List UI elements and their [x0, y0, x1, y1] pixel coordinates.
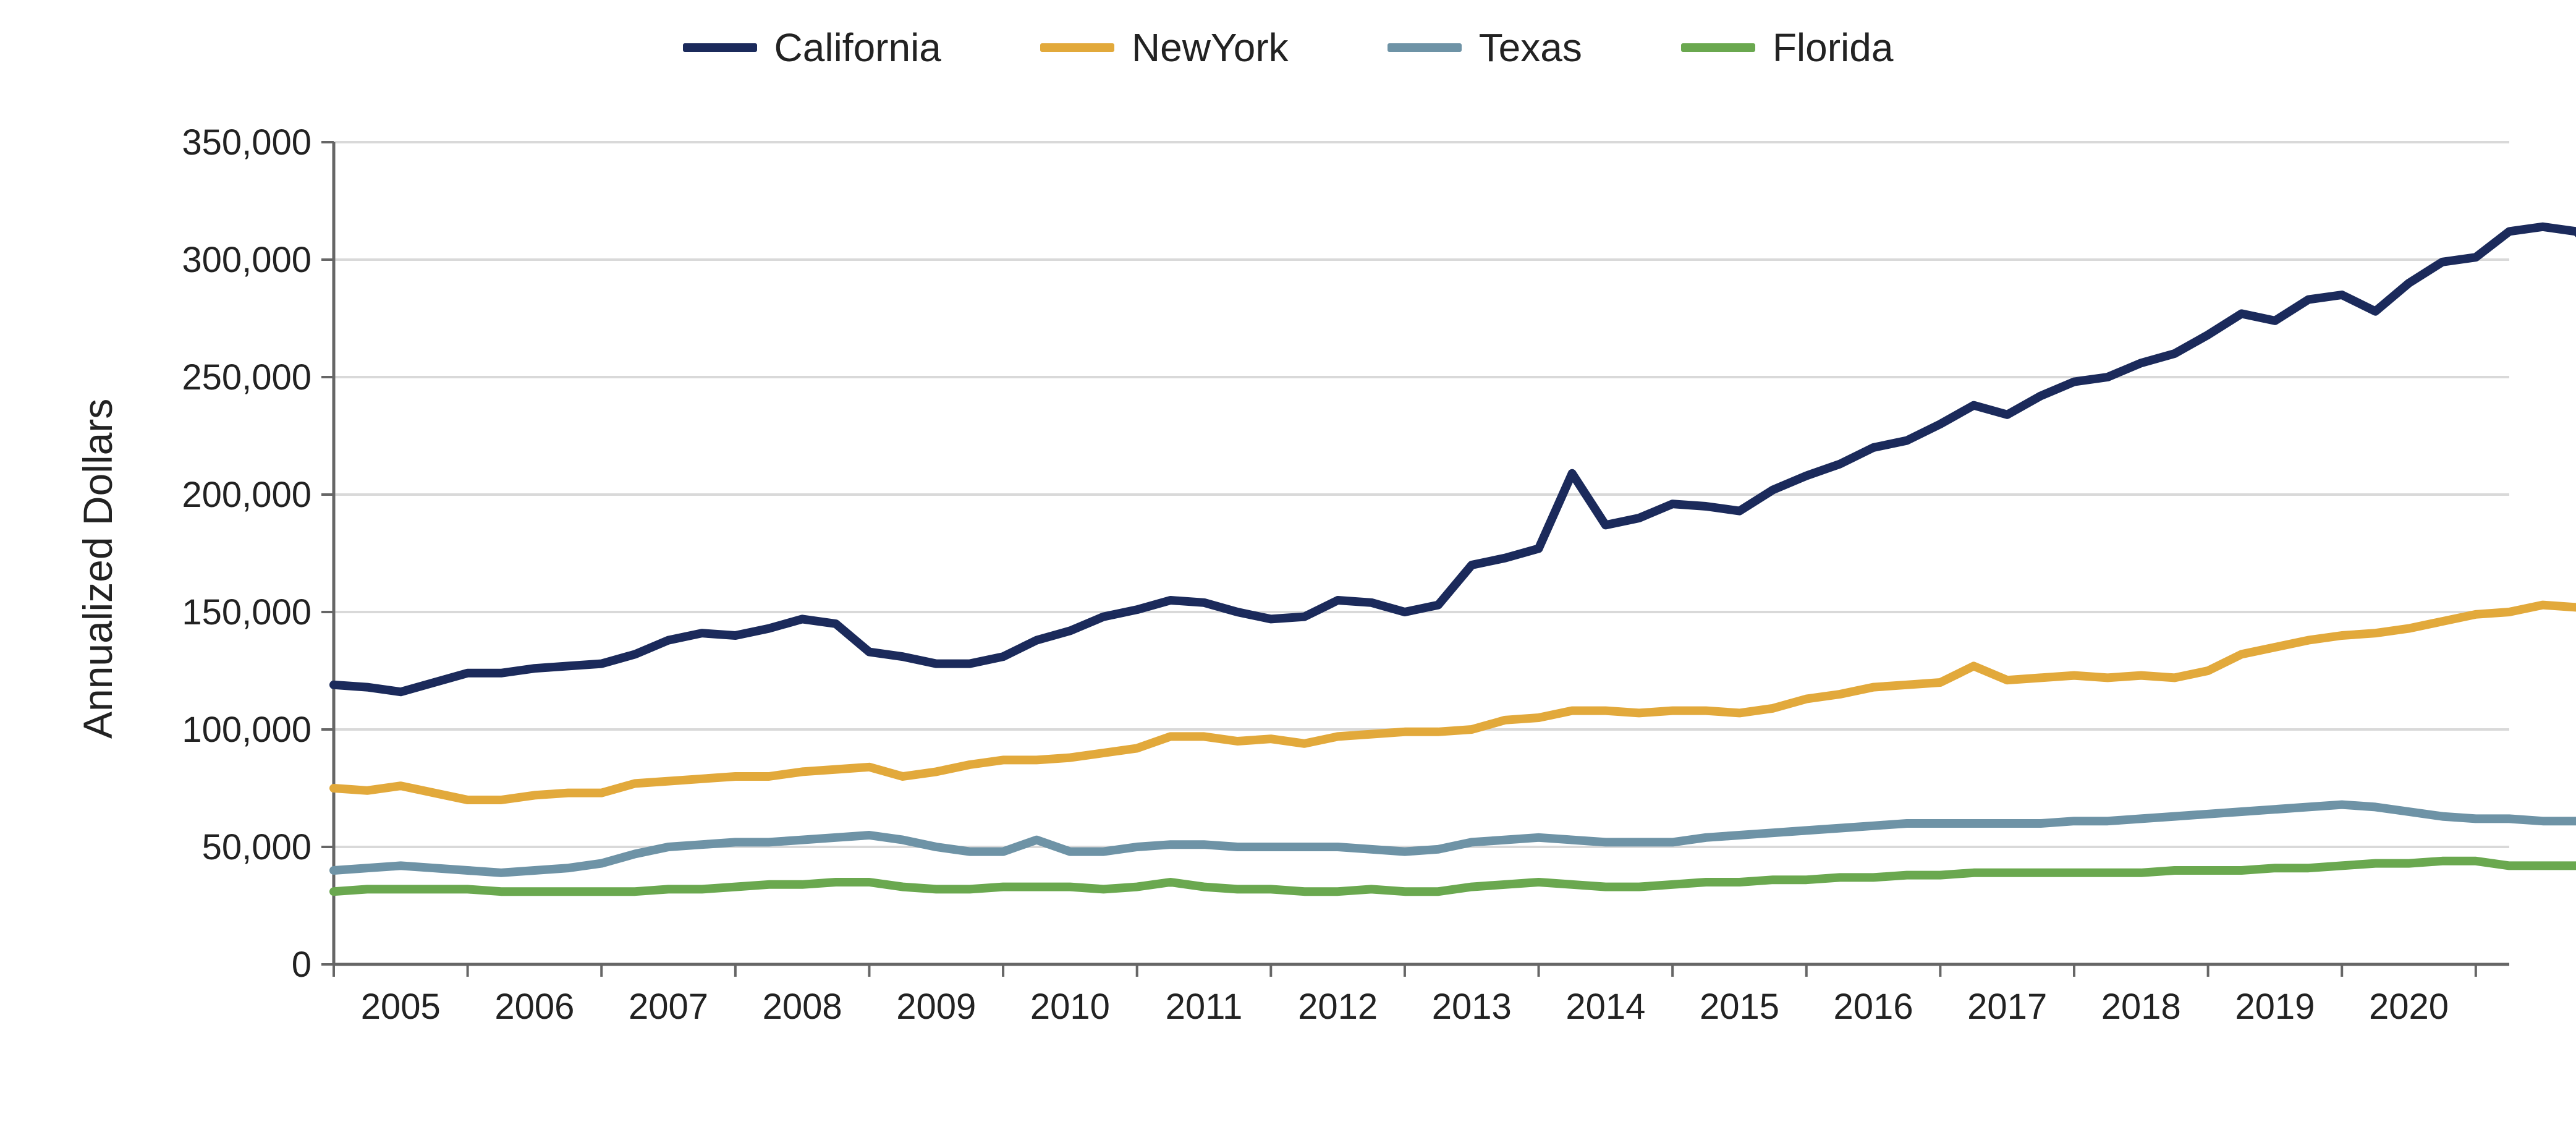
- x-tick-label: 2005: [361, 987, 441, 1027]
- y-tick-label: 300,000: [182, 240, 311, 280]
- legend-swatch: [1388, 43, 1462, 52]
- x-tick-label: 2006: [494, 987, 574, 1027]
- x-tick-label: 2012: [1298, 987, 1378, 1027]
- x-tick-label: 2010: [1030, 987, 1110, 1027]
- series-line: [334, 584, 2576, 800]
- legend-swatch: [1040, 43, 1114, 52]
- legend-swatch: [683, 43, 757, 52]
- legend-item: NewYork: [1040, 25, 1289, 70]
- x-tick-label: 2013: [1432, 987, 1512, 1027]
- legend-item: Texas: [1388, 25, 1582, 70]
- y-axis-title: Annualized Dollars: [74, 399, 121, 739]
- series-line: [334, 861, 2576, 891]
- chart-legend: California NewYork Texas Florida: [0, 25, 2576, 70]
- x-tick-label: 2018: [2101, 987, 2181, 1027]
- x-tick-label: 2011: [1166, 987, 1243, 1027]
- legend-swatch: [1681, 43, 1755, 52]
- series-line: [334, 213, 2576, 692]
- x-tick-label: 2009: [896, 987, 976, 1027]
- y-tick-label: 350,000: [182, 122, 311, 163]
- legend-item: Florida: [1681, 25, 1894, 70]
- series-line: [334, 805, 2576, 873]
- line-chart: California NewYork Texas Florida Annualized…: [0, 0, 2576, 1135]
- x-tick-label: 2015: [1700, 987, 1779, 1027]
- y-tick-label: 200,000: [182, 475, 311, 515]
- x-tick-label: 2014: [1566, 987, 1645, 1027]
- x-tick-label: 2017: [1967, 987, 2047, 1027]
- legend-label: NewYork: [1132, 25, 1289, 70]
- y-tick-label: 250,000: [182, 357, 311, 397]
- y-tick-label: 50,000: [202, 827, 311, 867]
- x-tick-label: 2020: [2369, 987, 2449, 1027]
- x-tick-label: 2019: [2235, 987, 2315, 1027]
- legend-label: Florida: [1773, 25, 1894, 70]
- y-tick-label: 150,000: [182, 592, 311, 632]
- x-tick-label: 2008: [763, 987, 842, 1027]
- chart-svg: 0 50,000 100,000 150,000 200,000 250,000 300,0…: [0, 0, 2576, 1135]
- legend-label: California: [774, 25, 941, 70]
- legend-label: Texas: [1479, 25, 1582, 70]
- legend-item: California: [683, 25, 941, 70]
- y-tick-label: 0: [292, 945, 311, 985]
- x-tick-label: 2016: [1834, 987, 1913, 1027]
- x-tick-label: 2007: [629, 987, 708, 1027]
- y-tick-label: 100,000: [182, 710, 311, 750]
